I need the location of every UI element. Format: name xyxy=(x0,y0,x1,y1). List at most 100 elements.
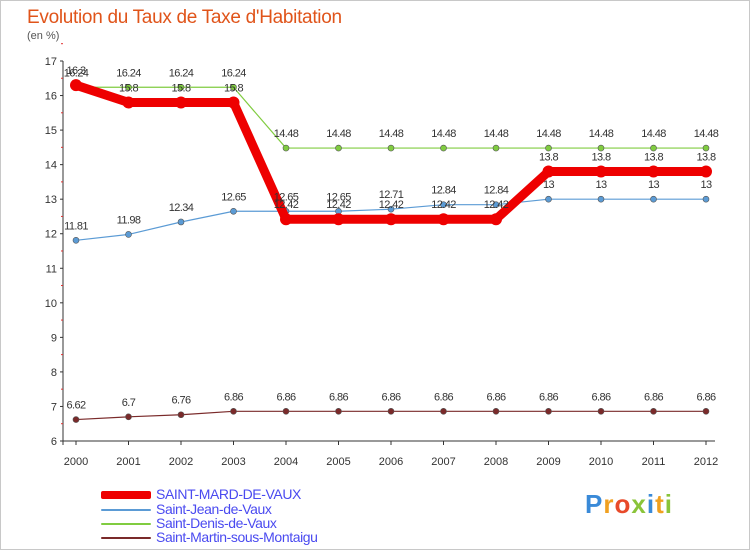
x-tick-label: 2004 xyxy=(274,456,298,468)
data-point xyxy=(282,144,290,152)
data-label: 14.48 xyxy=(274,128,299,140)
data-point xyxy=(545,407,552,415)
y-tick-label: 6 xyxy=(51,436,57,448)
proxiti-logo: Proxiti xyxy=(585,489,673,519)
data-point xyxy=(595,165,607,178)
data-label: 16.3 xyxy=(66,65,85,77)
data-label: 6.86 xyxy=(486,391,505,403)
data-point xyxy=(230,407,237,415)
data-label: 12.42 xyxy=(379,199,404,211)
data-point xyxy=(492,201,500,209)
y-tick-label: 9 xyxy=(51,332,57,344)
y-tick-label: 12 xyxy=(45,229,57,241)
y-tick-label: 13 xyxy=(45,194,57,206)
y-tick-label: 8 xyxy=(51,367,57,379)
data-label: 15.8 xyxy=(224,82,243,94)
data-point xyxy=(650,144,657,152)
data-label: 13.8 xyxy=(539,152,558,164)
y-tick-label: 16 xyxy=(45,91,57,103)
chart-title: Evolution du Taux de Taxe d'Habitation xyxy=(27,7,342,28)
data-label: 13.8 xyxy=(696,152,715,164)
data-label: 6.86 xyxy=(696,391,715,403)
y-tick-label: 7 xyxy=(51,401,57,413)
legend-label-saint-martin: Saint-Martin-sous-Montaigu xyxy=(156,529,318,545)
data-point xyxy=(492,407,500,415)
data-label: 12.65 xyxy=(274,191,299,203)
data-label: 6.86 xyxy=(591,391,610,403)
data-label: 14.48 xyxy=(694,128,719,140)
data-point xyxy=(72,236,80,244)
data-point xyxy=(702,407,710,415)
data-point xyxy=(597,144,605,152)
data-point xyxy=(230,83,237,91)
legend-label-saint-denis: Saint-Denis-de-Vaux xyxy=(156,515,277,531)
data-label: 6.7 xyxy=(122,397,136,409)
legend-swatch-saint-mard xyxy=(101,491,151,499)
data-label: 13 xyxy=(700,179,712,191)
data-label: 15.8 xyxy=(119,82,138,94)
data-label: 6.86 xyxy=(329,391,348,403)
data-point xyxy=(700,165,712,178)
data-point xyxy=(597,195,605,203)
x-tick-label: 2003 xyxy=(221,456,245,468)
data-point xyxy=(72,416,80,423)
data-point xyxy=(440,144,447,152)
data-label: 12.42 xyxy=(326,199,351,211)
data-label: 14.48 xyxy=(431,128,456,140)
legend-swatch-saint-jean xyxy=(101,509,151,511)
data-point xyxy=(597,407,605,415)
data-point xyxy=(230,207,237,215)
data-point xyxy=(542,165,555,178)
data-label: 6.86 xyxy=(276,391,295,403)
data-label: 12.65 xyxy=(326,191,351,203)
data-label: 12.42 xyxy=(431,199,456,211)
data-point xyxy=(175,96,187,109)
y-tick-label: 10 xyxy=(45,298,57,310)
data-point xyxy=(125,83,132,91)
data-point xyxy=(122,96,135,109)
x-tick-label: 2002 xyxy=(169,456,193,468)
data-label: 12.34 xyxy=(169,202,194,214)
data-point xyxy=(280,213,292,226)
data-point xyxy=(387,407,395,415)
data-point xyxy=(282,407,290,415)
data-point xyxy=(647,165,660,178)
data-label: 14.48 xyxy=(326,128,351,140)
data-label: 14.48 xyxy=(641,128,666,140)
data-label: 13.8 xyxy=(644,152,663,164)
data-label: 12.84 xyxy=(431,185,456,197)
data-label: 12.84 xyxy=(484,185,509,197)
data-label: 12.42 xyxy=(484,199,509,211)
y-tick-label: 15 xyxy=(45,125,57,137)
y-tick-label: 11 xyxy=(46,263,57,275)
data-point xyxy=(702,195,710,203)
y-tick-label: 17 xyxy=(45,56,57,68)
data-point xyxy=(177,411,185,419)
data-label: 16.24 xyxy=(64,67,89,79)
data-point xyxy=(125,413,132,421)
legend-label-saint-mard: SAINT-MARD-DE-VAUX xyxy=(156,486,301,502)
data-point xyxy=(177,83,185,91)
data-label: 13 xyxy=(595,179,607,191)
data-label: 14.48 xyxy=(589,128,614,140)
data-label: 16.24 xyxy=(221,67,246,79)
data-label: 6.86 xyxy=(539,391,558,403)
data-label: 11.98 xyxy=(117,214,141,226)
data-point xyxy=(440,201,447,209)
data-point xyxy=(335,407,342,415)
data-point xyxy=(440,407,447,415)
data-label: 6.62 xyxy=(66,400,85,412)
data-point xyxy=(545,195,552,203)
data-label: 11.81 xyxy=(64,220,88,232)
x-tick-label: 2001 xyxy=(116,456,140,468)
data-label: 14.48 xyxy=(536,128,561,140)
data-point xyxy=(490,213,502,226)
data-label: 15.8 xyxy=(171,82,190,94)
data-point xyxy=(702,144,710,152)
x-tick-label: 2011 xyxy=(642,456,666,468)
data-label: 6.86 xyxy=(381,391,400,403)
x-tick-label: 2008 xyxy=(484,456,508,468)
data-label: 12.71 xyxy=(379,189,404,201)
